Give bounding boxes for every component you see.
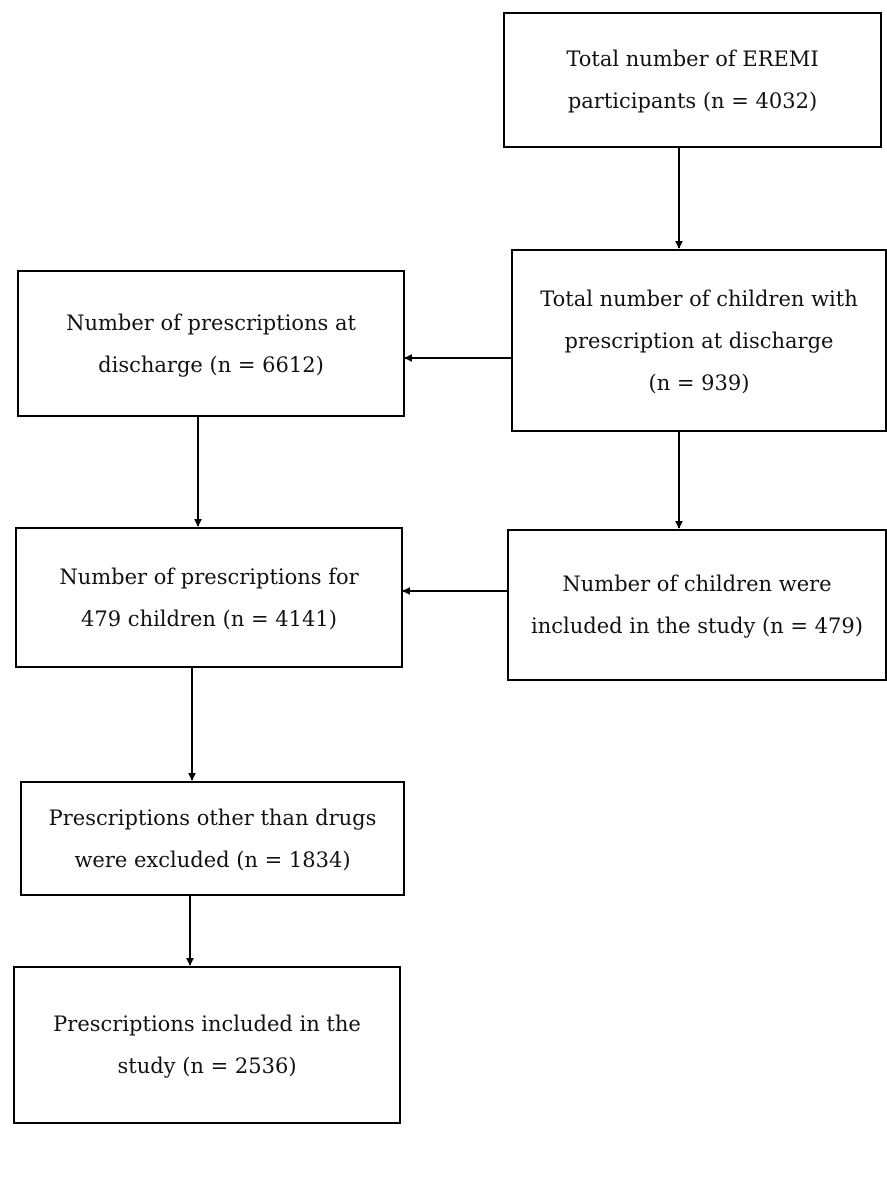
box-text-line: included in the study (n = 479) (531, 614, 863, 638)
box-text-line: were excluded (n = 1834) (74, 847, 351, 872)
box-text-line: Number of prescriptions for (59, 564, 359, 589)
box-text-line: 479 children (n = 4141) (81, 606, 337, 631)
box-text-line: discharge (n = 6612) (98, 352, 324, 377)
box-text-line: Prescriptions included in the (53, 1012, 361, 1036)
box-other-than-drugs-excluded: Prescriptions other than drugs were excl… (20, 781, 405, 896)
box-text-line: prescription at discharge (564, 328, 834, 353)
box-text-line: Prescriptions other than drugs (48, 805, 377, 830)
box-children-included: Number of children were included in the … (507, 529, 887, 681)
box-text-line: study (n = 2536) (117, 1054, 297, 1078)
box-prescriptions-479-children: Number of prescriptions for 479 children… (15, 527, 403, 668)
box-text-line: Total number of children with (540, 286, 858, 311)
box-text-line: Number of children were (562, 572, 832, 596)
box-children-with-prescription: Total number of children with prescripti… (511, 249, 887, 432)
box-text-line: (n = 939) (648, 370, 750, 395)
box-prescriptions-included: Prescriptions included in the study (n =… (13, 966, 401, 1124)
box-total-eremi-participants: Total number of EREMI participants (n = … (503, 12, 882, 148)
box-text-line: participants (n = 4032) (567, 89, 818, 113)
box-text-line: Number of prescriptions at (66, 310, 356, 335)
box-text-line: Total number of EREMI (566, 47, 819, 71)
box-prescriptions-at-discharge: Number of prescriptions at discharge (n … (17, 270, 405, 417)
